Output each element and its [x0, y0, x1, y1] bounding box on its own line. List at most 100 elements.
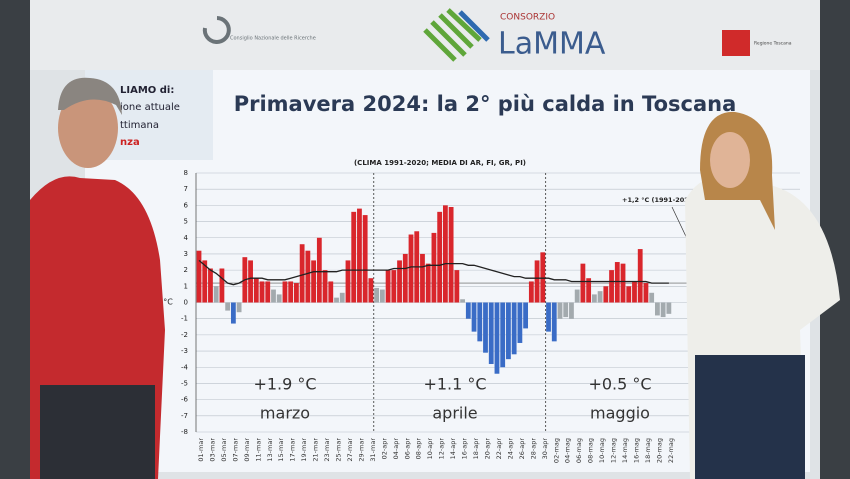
x-tick-label: 03-mar [208, 438, 216, 462]
month-anomaly: +0.5 °C [588, 375, 651, 394]
bar [202, 260, 208, 303]
bar [311, 260, 316, 303]
x-tick-label: 04-mag [564, 438, 572, 463]
cnr-logo: Consiglio Nazionale delle Ricerche [202, 16, 316, 44]
bar [471, 302, 477, 332]
bar [351, 211, 357, 303]
bar [288, 281, 294, 303]
bar [655, 302, 660, 316]
bar [506, 302, 511, 360]
bar [626, 286, 632, 303]
x-tick-label: 23-mar [323, 438, 331, 462]
bar [236, 302, 242, 313]
x-tick-label: 08-mag [587, 438, 595, 463]
x-tick-label: 14-mag [621, 438, 629, 463]
bar [230, 302, 236, 324]
x-tick-label: 31-mar [369, 438, 377, 462]
bar [357, 208, 362, 303]
cnr-text: Consiglio Nazionale delle Ricerche [230, 36, 316, 42]
woman-head [710, 132, 750, 188]
x-tick-label: 22-mag [667, 438, 675, 463]
x-tick-label: 16-apr [461, 438, 469, 460]
side-item: ttimana [120, 120, 159, 131]
bar [666, 302, 672, 314]
month-name: marzo [260, 404, 310, 423]
bar [649, 292, 655, 303]
bar [569, 302, 574, 319]
header-band [30, 0, 820, 70]
x-tick-label: 11-mar [254, 438, 262, 462]
lamma: LaMMA [498, 27, 606, 62]
x-tick-label: 28-apr [529, 438, 537, 460]
bar [253, 278, 259, 303]
bar [316, 237, 322, 303]
bar [345, 260, 351, 303]
y-tick-label: -7 [181, 412, 188, 420]
bar [248, 260, 253, 303]
bar [551, 302, 557, 342]
woman-jeans [695, 355, 805, 479]
bar [225, 302, 231, 311]
bar [637, 249, 643, 303]
y-tick-label: 8 [184, 169, 188, 177]
side-item: ione attuale [120, 102, 180, 113]
x-tick-label: 15-mar [277, 438, 285, 462]
bar [477, 302, 483, 342]
x-tick-label: 25-mar [335, 438, 343, 462]
y-tick-label: 5 [184, 218, 188, 226]
bar [402, 253, 408, 303]
bar [328, 281, 334, 303]
bar [397, 260, 402, 303]
x-tick-label: 02-mag [552, 438, 560, 463]
bar [219, 268, 225, 303]
y-tick-label: -6 [181, 396, 189, 404]
x-tick-label: 19-mar [300, 438, 308, 462]
bar [448, 206, 454, 303]
x-tick-label: 10-mag [598, 438, 606, 463]
bar [431, 232, 437, 303]
bar [213, 286, 219, 303]
man-hair [58, 77, 122, 115]
bar [528, 281, 534, 303]
bar [563, 302, 569, 318]
y-axis-label: °C [163, 298, 173, 307]
bar [437, 211, 443, 303]
people [30, 77, 840, 479]
x-tick-label: 18-apr [472, 438, 480, 460]
bar [196, 250, 202, 303]
bar [643, 283, 649, 303]
x-tick-label: 20-apr [484, 438, 492, 460]
bar [557, 302, 563, 319]
side-item: LIAMO di: [120, 85, 174, 96]
y-tick-label: 6 [184, 201, 189, 209]
y-tick-label: -5 [181, 379, 188, 387]
bar [379, 289, 385, 303]
bar [208, 268, 213, 303]
bar [454, 270, 460, 303]
x-tick-label: 20-mag [655, 438, 663, 463]
consorzio: CONSORZIO [500, 13, 555, 23]
y-tick-label: -8 [181, 428, 188, 436]
x-tick-label: 07-mar [231, 438, 239, 462]
man-head [58, 88, 118, 168]
bar [494, 302, 500, 374]
month-name: aprile [432, 404, 477, 423]
x-tick-label: 16-mag [632, 438, 640, 463]
month-anomaly: +1.9 °C [253, 375, 316, 394]
bar [586, 278, 592, 303]
bar [322, 270, 328, 303]
x-tick-label: 26-apr [518, 438, 526, 460]
bar [362, 215, 368, 303]
bar [660, 302, 666, 318]
x-tick-label: 12-mag [610, 438, 618, 463]
bar [632, 281, 637, 303]
bar [609, 270, 614, 303]
bar [259, 281, 265, 303]
man-jeans [40, 385, 155, 479]
bar [488, 302, 494, 365]
bar [276, 294, 282, 303]
x-tick-label: 22-apr [495, 438, 503, 460]
bar [500, 302, 506, 368]
bar [391, 270, 397, 303]
bar [368, 278, 374, 303]
